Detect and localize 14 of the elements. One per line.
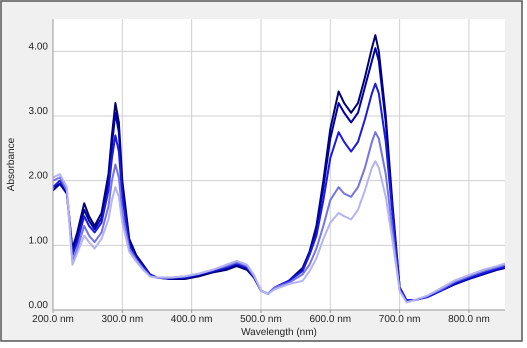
y-tick-label: 4.00 [28,41,48,52]
x-tick-label: 500.0 nm [240,314,282,325]
y-tick-label: 2.00 [28,170,48,182]
x-tick-label: 300.0 nm [101,314,144,325]
x-tick-label: 600.0 nm [309,314,352,325]
x-tick-label: 700.0 nm [378,314,420,325]
y-tick-label: 3.00 [28,106,48,117]
x-tick-label: 800.0 nm [448,314,490,325]
y-tick-label: 1.00 [28,235,48,246]
x-axis-title: Wavelength (nm) [241,327,317,338]
x-tick-label: 400.0 nm [170,314,212,325]
y-axis-title: Absorbance [6,137,17,192]
y-tick-label: 0.00 [28,300,48,311]
x-tick-label: 200.0 nm [32,314,74,325]
